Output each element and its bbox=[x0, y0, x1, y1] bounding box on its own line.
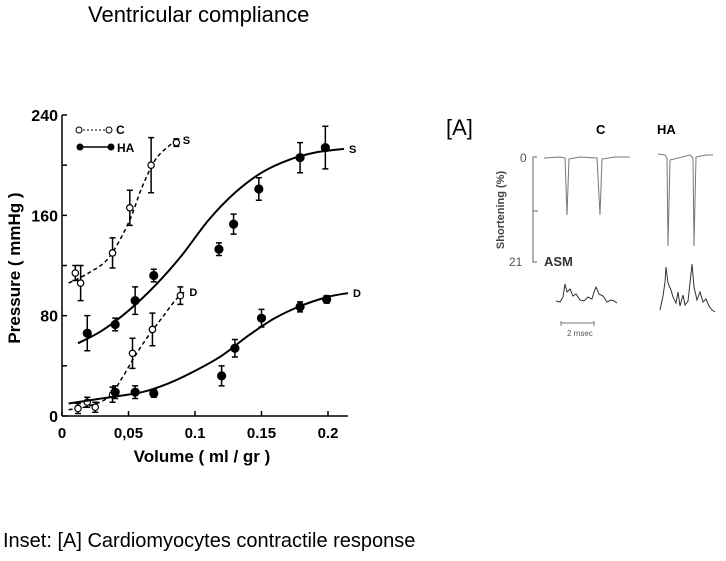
data-point bbox=[110, 387, 120, 397]
data-point bbox=[149, 270, 159, 281]
inset-ytick-0: 0 bbox=[520, 151, 527, 165]
inset-y-label: Shortening (%) bbox=[495, 171, 507, 250]
scale-bar bbox=[560, 321, 595, 326]
data-point bbox=[130, 296, 140, 306]
curve-label: D bbox=[353, 288, 361, 300]
inset-panel-label: [A] bbox=[446, 115, 473, 140]
data-point bbox=[76, 279, 85, 287]
data-point bbox=[110, 319, 120, 330]
trace-asm-ha bbox=[659, 263, 716, 313]
data-point bbox=[254, 184, 264, 194]
trace-shortening-c bbox=[543, 156, 630, 216]
legend-marker-ha bbox=[76, 143, 84, 151]
y-tick-label: 0 bbox=[49, 409, 58, 426]
figure-caption: Inset: [A] Cardiomyocytes contractile re… bbox=[3, 530, 416, 552]
legend-label-c: C bbox=[116, 123, 125, 137]
data-point bbox=[147, 161, 155, 169]
page-title: Ventricular compliance bbox=[88, 2, 310, 27]
scale-bar-label: 2 msec bbox=[567, 329, 593, 338]
data-point bbox=[82, 328, 92, 338]
data-point bbox=[108, 249, 117, 257]
data-point bbox=[322, 294, 332, 304]
inset-asm-label: ASM bbox=[544, 254, 573, 269]
data-point bbox=[74, 404, 82, 413]
data-point bbox=[130, 387, 140, 397]
legend: C HA bbox=[75, 123, 135, 155]
y-tick-label: 240 bbox=[31, 108, 58, 125]
series-c-d: D bbox=[68, 286, 197, 415]
series-ha-d: D bbox=[68, 288, 361, 405]
data-point bbox=[228, 219, 239, 229]
x-axis-label: Volume ( ml / gr ) bbox=[134, 447, 271, 466]
data-point bbox=[91, 403, 100, 412]
inset-column-ha: HA bbox=[657, 122, 676, 137]
data-point bbox=[71, 269, 80, 277]
data-point bbox=[149, 388, 159, 399]
x-tick-label: 0.1 bbox=[185, 425, 206, 442]
data-point bbox=[230, 343, 240, 353]
inset-ytick-21: 21 bbox=[509, 255, 523, 269]
series-c-s: S bbox=[68, 135, 190, 302]
data-point bbox=[295, 302, 305, 312]
x-tick-label: 0.2 bbox=[318, 425, 339, 442]
inset-panel: [A] C HA Shortening (%) 0 21 ASM 2 msec bbox=[446, 115, 716, 338]
y-tick-label: 160 bbox=[31, 208, 58, 225]
legend-marker-c bbox=[75, 126, 83, 134]
data-point bbox=[128, 349, 137, 358]
data-point bbox=[172, 138, 181, 147]
data-point bbox=[148, 325, 157, 334]
fit-curve bbox=[68, 139, 179, 284]
data-point bbox=[176, 291, 185, 300]
x-tick-label: 0.15 bbox=[247, 425, 276, 442]
data-point bbox=[214, 244, 224, 254]
data-point bbox=[320, 143, 330, 153]
data-point bbox=[256, 313, 267, 323]
inset-column-c: C bbox=[596, 122, 606, 137]
y-axis-label: Pressure ( mmHg ) bbox=[5, 192, 24, 343]
curve-label: D bbox=[189, 287, 197, 299]
data-point bbox=[217, 371, 227, 381]
fit-curve bbox=[77, 147, 345, 345]
trace-shortening-ha bbox=[657, 153, 713, 247]
data-point bbox=[126, 204, 134, 212]
series-ha-s: S bbox=[77, 125, 356, 352]
curve-label: S bbox=[183, 135, 190, 147]
axes: 0 80 160 240 0 0,05 0.1 0.15 0.2 bbox=[31, 108, 348, 442]
y-tick-label: 80 bbox=[40, 309, 58, 326]
fit-curve bbox=[68, 292, 349, 405]
marks: S D S D bbox=[68, 125, 361, 415]
x-tick-label: 0 bbox=[58, 425, 66, 442]
trace-asm-c bbox=[555, 283, 618, 304]
inset-y-axis bbox=[532, 156, 538, 263]
legend-label-ha: HA bbox=[117, 141, 135, 155]
x-tick-label: 0,05 bbox=[114, 425, 143, 442]
data-point bbox=[295, 153, 305, 163]
curve-label: S bbox=[349, 144, 356, 156]
